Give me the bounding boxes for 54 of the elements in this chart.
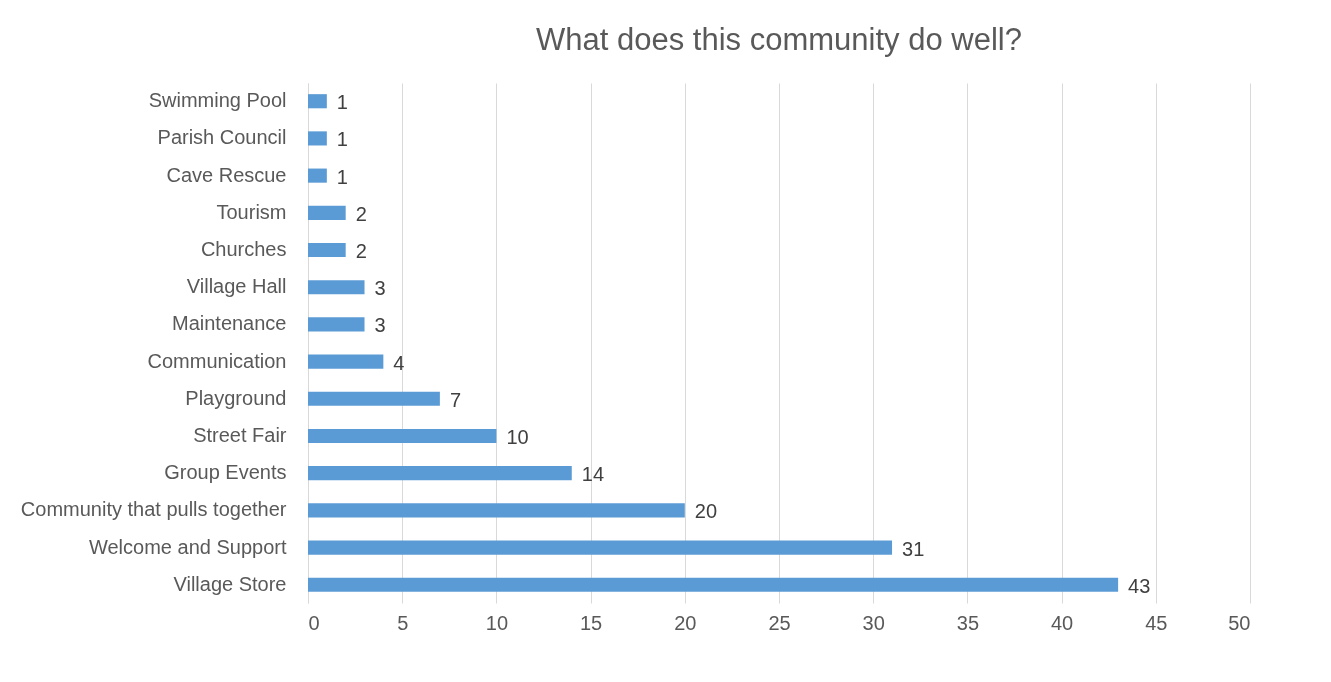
data-label: 4 bbox=[393, 351, 405, 374]
x-tick-label: 40 bbox=[1050, 611, 1074, 634]
y-tick-label: Playground bbox=[185, 386, 287, 409]
y-tick-label: Cave Rescue bbox=[166, 163, 287, 186]
data-label: 14 bbox=[581, 463, 605, 486]
bar bbox=[308, 577, 1119, 592]
y-tick-label: Swimming Pool bbox=[148, 89, 287, 112]
y-tick-label: Street Fair bbox=[193, 423, 287, 446]
bar bbox=[308, 168, 327, 183]
data-label: 10 bbox=[506, 425, 529, 448]
bar bbox=[308, 354, 384, 369]
data-label: 7 bbox=[449, 388, 462, 411]
data-label: 3 bbox=[374, 277, 386, 300]
bar bbox=[308, 131, 327, 146]
bar bbox=[308, 503, 685, 518]
x-tick-label: 30 bbox=[862, 611, 885, 634]
data-label: 2 bbox=[355, 202, 367, 225]
bar bbox=[308, 280, 365, 295]
data-label: 20 bbox=[694, 500, 718, 523]
x-tick-label: 20 bbox=[674, 611, 697, 634]
bar bbox=[308, 317, 365, 332]
bar bbox=[308, 391, 440, 406]
y-tick-label: Welcome and Support bbox=[88, 535, 287, 558]
bar bbox=[308, 428, 497, 444]
bar bbox=[308, 94, 327, 109]
y-tick-label: Community that pulls together bbox=[20, 498, 287, 521]
x-tick-label: 35 bbox=[956, 611, 980, 634]
y-tick-label: Village Store bbox=[173, 572, 287, 595]
y-tick-label: Village Hall bbox=[186, 275, 287, 298]
data-label: 1 bbox=[336, 165, 348, 188]
bar bbox=[308, 205, 346, 220]
x-tick-label: 5 bbox=[397, 611, 409, 634]
data-label: 1 bbox=[336, 128, 348, 151]
x-tick-label: 50 bbox=[1228, 611, 1251, 634]
bar bbox=[308, 540, 893, 555]
x-tick-label: 0 bbox=[308, 611, 320, 634]
bar bbox=[308, 466, 572, 481]
bar bbox=[308, 242, 346, 258]
y-tick-label: Maintenance bbox=[171, 312, 287, 335]
y-tick-label: Communication bbox=[147, 349, 287, 372]
y-tick-label: Parish Council bbox=[157, 126, 287, 149]
y-tick-label: Churches bbox=[200, 238, 287, 261]
x-tick-label: 45 bbox=[1145, 611, 1168, 634]
y-tick-label: Group Events bbox=[164, 461, 287, 484]
data-label: 1 bbox=[336, 91, 348, 114]
x-tick-label: 15 bbox=[579, 611, 603, 634]
data-label: 43 bbox=[1128, 574, 1151, 597]
data-label: 3 bbox=[374, 314, 386, 337]
y-tick-label: Tourism bbox=[216, 200, 287, 223]
x-tick-label: 25 bbox=[768, 611, 791, 634]
data-label: 2 bbox=[355, 240, 367, 263]
x-tick-label: 10 bbox=[485, 611, 509, 634]
data-label: 31 bbox=[902, 537, 925, 560]
chart-title: What does this community do well? bbox=[536, 22, 1022, 57]
